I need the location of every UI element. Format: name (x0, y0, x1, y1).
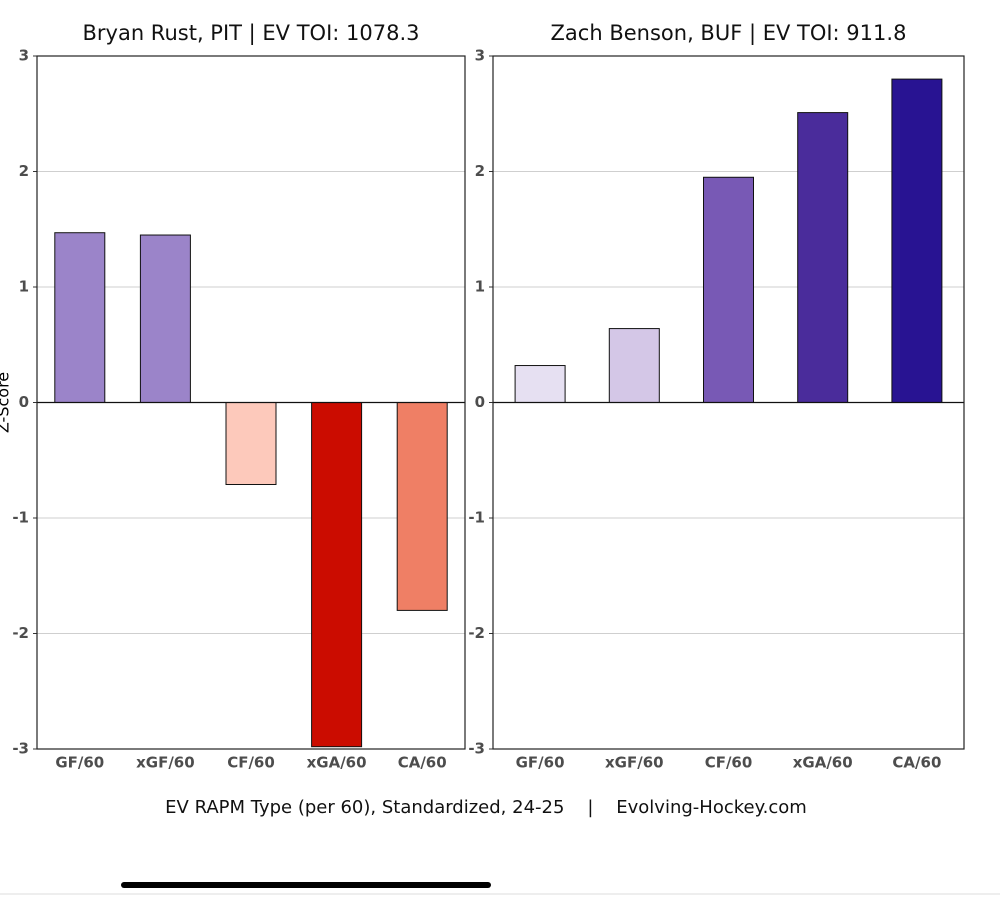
y-tick-label: 3 (19, 47, 29, 65)
x-tick-label: GF/60 (516, 754, 565, 772)
bar (514, 365, 566, 404)
y-tick-label: 2 (475, 162, 485, 180)
caption: EV RAPM Type (per 60), Standardized, 24-… (165, 797, 807, 818)
bar (608, 328, 660, 403)
bar (396, 402, 448, 611)
plot-frame (492, 55, 965, 750)
y-axis-label: Z-Score (0, 372, 13, 433)
y-tick-label: -1 (468, 509, 485, 527)
y-tick-label: 0 (19, 393, 29, 411)
y-tick-label: 3 (475, 47, 485, 65)
chart-title: Zach Benson, BUF | EV TOI: 911.8 (551, 21, 907, 46)
bar (225, 402, 277, 486)
y-tick-label: 1 (19, 278, 29, 296)
y-tick-label: -3 (468, 740, 485, 758)
home-indicator (121, 882, 491, 888)
y-tick-label: -2 (12, 624, 29, 642)
y-tick-label: 2 (19, 162, 29, 180)
y-tick-label: -3 (12, 740, 29, 758)
x-tick-label: xGA/60 (307, 754, 367, 772)
bar (139, 234, 191, 403)
x-tick-label: CA/60 (892, 754, 941, 772)
x-tick-label: xGF/60 (136, 754, 195, 772)
plot-frame (36, 55, 466, 750)
bar (703, 176, 754, 403)
y-tick-label: -1 (12, 509, 29, 527)
x-tick-label: xGF/60 (605, 754, 664, 772)
y-tick-label: 0 (475, 393, 485, 411)
bar (797, 112, 849, 403)
x-tick-label: CF/60 (705, 754, 753, 772)
x-tick-label: CF/60 (227, 754, 275, 772)
x-tick-label: CA/60 (398, 754, 447, 772)
y-tick-label: -2 (468, 624, 485, 642)
chart-title: Bryan Rust, PIT | EV TOI: 1078.3 (82, 21, 419, 46)
x-tick-label: xGA/60 (793, 754, 853, 772)
y-tick-label: 1 (475, 278, 485, 296)
bar (891, 78, 943, 403)
bar (311, 402, 363, 748)
bar (54, 232, 106, 403)
x-tick-label: GF/60 (55, 754, 104, 772)
